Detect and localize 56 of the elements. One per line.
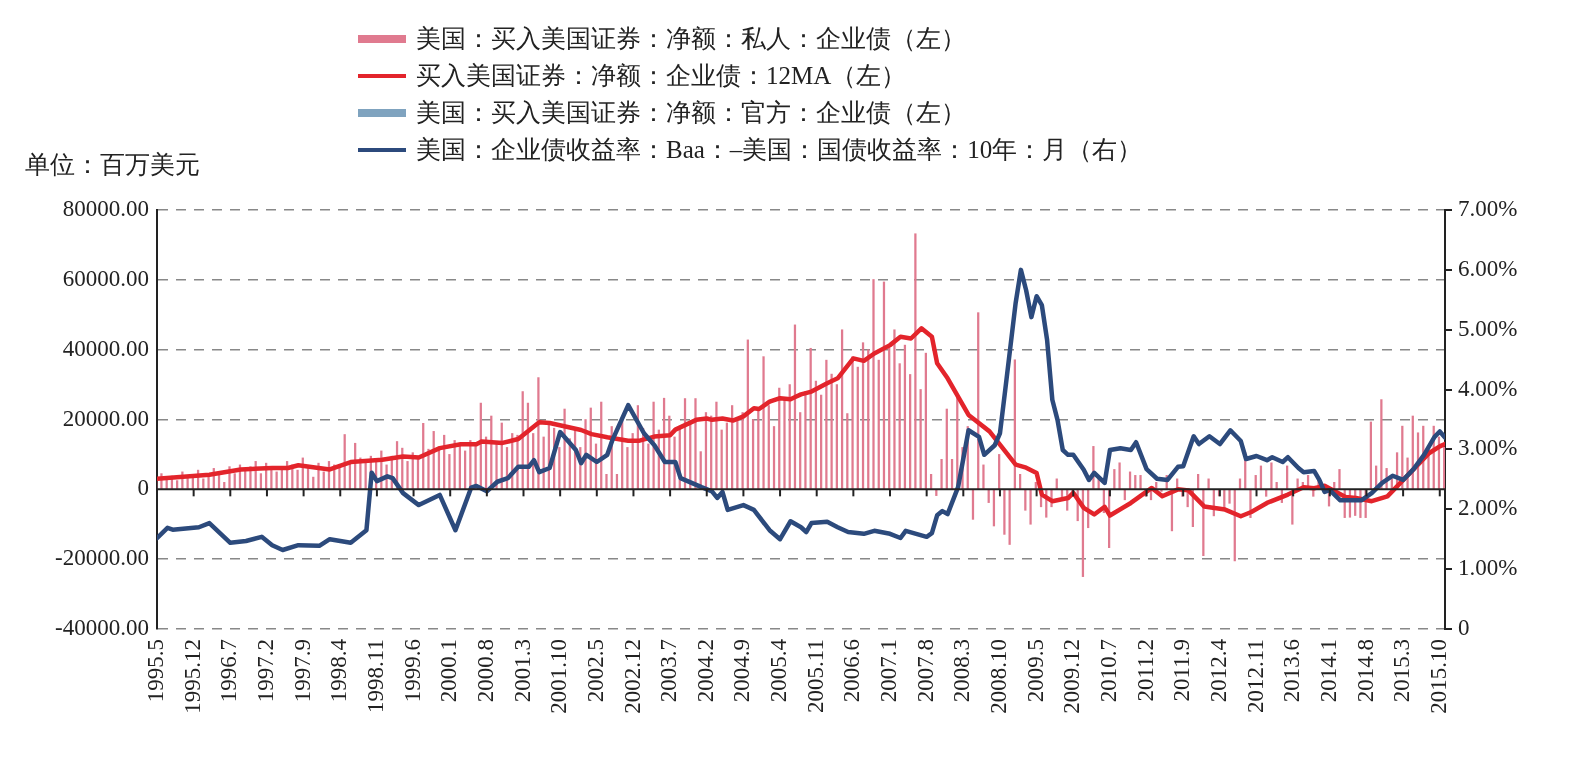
y2-tick-label: 4.00% bbox=[1458, 375, 1518, 401]
x-tick-label: 1997.9 bbox=[289, 639, 315, 703]
x-tick-label: 2011.9 bbox=[1169, 639, 1195, 702]
x-tick-label: 2007.1 bbox=[876, 639, 902, 703]
y-axis-title: 单位：百万美元 bbox=[25, 150, 200, 180]
y-tick-label: 80000.00 bbox=[62, 196, 149, 222]
x-tick-label: 2015.10 bbox=[1425, 639, 1451, 714]
x-tick-label: 2004.9 bbox=[729, 639, 755, 703]
y2-tick-label: 6.00% bbox=[1458, 255, 1518, 281]
x-tick-label: 1997.2 bbox=[253, 639, 278, 703]
y2-tick-label: 5.00% bbox=[1458, 315, 1518, 341]
legend-label: 买入美国证券：净额：企业债：12MA（左） bbox=[416, 61, 907, 91]
y-tick-label: 20000.00 bbox=[62, 405, 149, 431]
x-tick-label: 2003.7 bbox=[656, 639, 682, 703]
x-tick-label: 2006.6 bbox=[839, 639, 865, 703]
x-tick-label: 2005.11 bbox=[802, 639, 828, 713]
x-tick-label: 2008.3 bbox=[949, 639, 975, 703]
legend-label: 美国：买入美国证券：净额：私人：企业债（左） bbox=[416, 24, 966, 54]
y2-tick-label: 0 bbox=[1458, 615, 1470, 641]
x-tick-label: 2011.2 bbox=[1132, 639, 1158, 702]
x-tick-label: 2002.5 bbox=[582, 639, 608, 703]
y-tick-label: 40000.00 bbox=[62, 335, 149, 361]
y-tick-label: 60000.00 bbox=[62, 265, 149, 291]
x-tick-label: 2008.10 bbox=[986, 639, 1012, 714]
x-tick-label: 2013.6 bbox=[1279, 639, 1305, 703]
x-tick-label: 1999.6 bbox=[399, 639, 425, 703]
x-tick-label: 2001.10 bbox=[546, 639, 572, 714]
y2-tick-label: 1.00% bbox=[1458, 555, 1518, 581]
x-tick-label: 1998.4 bbox=[326, 638, 352, 703]
x-tick-label: 2010.7 bbox=[1095, 639, 1121, 703]
x-tick-label: 2000.8 bbox=[472, 639, 498, 703]
y2-tick-label: 7.00% bbox=[1458, 196, 1518, 222]
x-tick-label: 2015.3 bbox=[1389, 639, 1415, 703]
y-tick-label: 0 bbox=[137, 475, 149, 501]
x-tick-label: 2009.12 bbox=[1059, 639, 1085, 714]
x-tick-label: 1995.12 bbox=[179, 639, 205, 714]
x-tick-label: 2012.4 bbox=[1205, 638, 1231, 703]
x-tick-label: 1996.7 bbox=[216, 639, 242, 703]
legend-label: 美国：买入美国证券：净额：官方：企业债（左） bbox=[416, 98, 966, 128]
x-tick-label: 2012.11 bbox=[1242, 639, 1268, 713]
x-tick-label: 2000.1 bbox=[436, 639, 462, 703]
x-tick-label: 2004.2 bbox=[692, 639, 718, 703]
y-tick-label: -40000.00 bbox=[55, 615, 149, 641]
x-tick-label: 1995.5 bbox=[143, 639, 169, 703]
x-tick-label: 2007.8 bbox=[912, 639, 938, 703]
y2-tick-label: 2.00% bbox=[1458, 495, 1518, 521]
x-tick-label: 2002.12 bbox=[619, 639, 645, 714]
x-tick-label: 2014.8 bbox=[1352, 639, 1378, 703]
y-tick-label: -20000.00 bbox=[55, 545, 149, 571]
x-tick-label: 2005.4 bbox=[766, 638, 792, 703]
x-tick-label: 2009.5 bbox=[1022, 639, 1048, 703]
x-tick-label: 2001.3 bbox=[509, 639, 535, 703]
x-tick-label: 1998.11 bbox=[362, 639, 388, 713]
x-tick-label: 2014.1 bbox=[1315, 639, 1341, 703]
y2-tick-label: 3.00% bbox=[1458, 435, 1518, 461]
legend-label: 美国：企业债收益率：Baa：–美国：国债收益率：10年：月（右） bbox=[416, 135, 1143, 165]
